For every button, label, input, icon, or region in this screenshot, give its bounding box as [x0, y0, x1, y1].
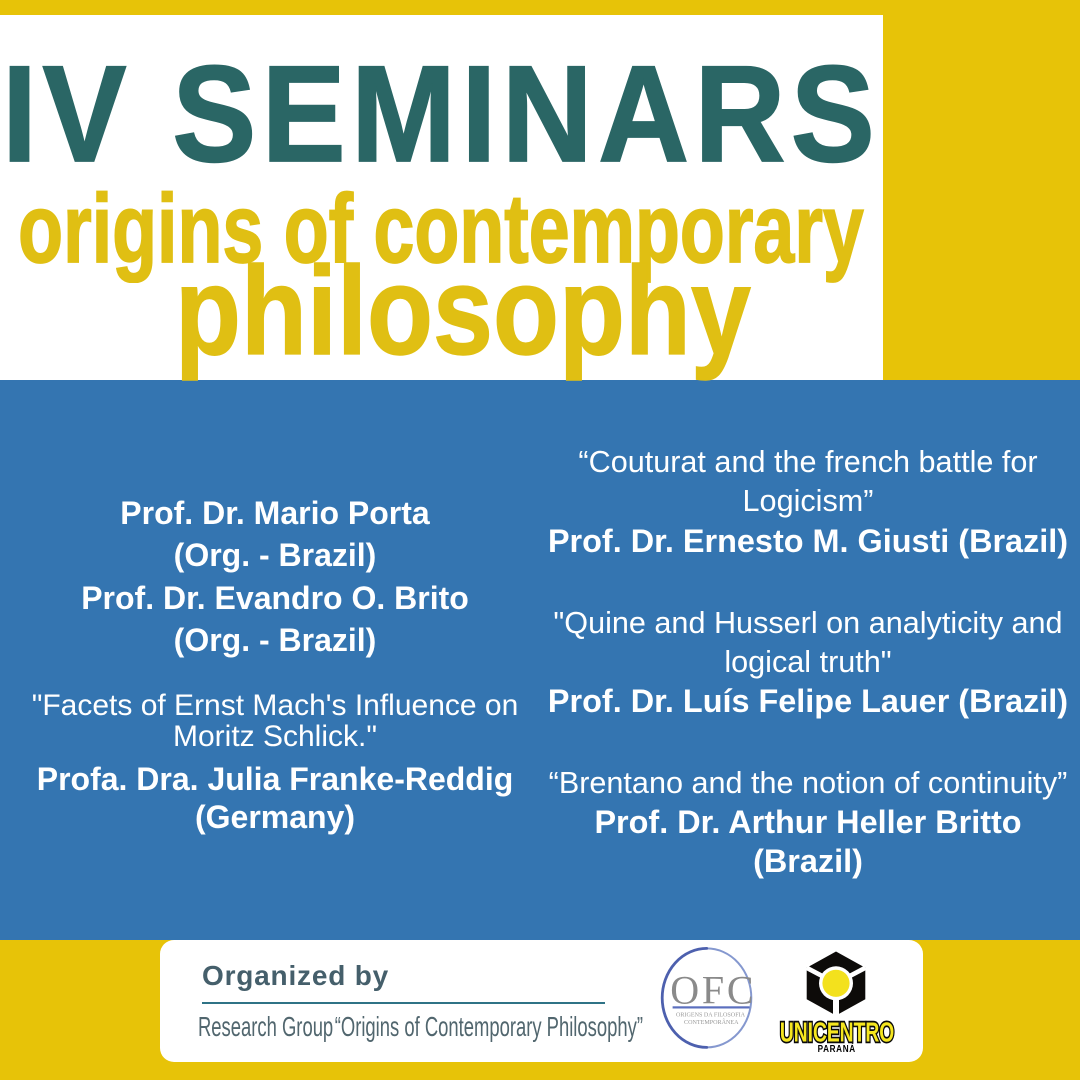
svg-text:PARANÁ: PARANÁ: [818, 1042, 856, 1054]
svg-text:ORIGENS DA FILOSOFIA: ORIGENS DA FILOSOFIA: [676, 1013, 746, 1019]
svg-text:UNICENTRO: UNICENTRO: [780, 1018, 894, 1048]
svg-text:CONTEMPORÂNEA: CONTEMPORÂNEA: [684, 1018, 739, 1026]
svg-text:OFC: OFC: [670, 967, 756, 1012]
svg-text:UNICENTRO: UNICENTRO: [780, 1018, 894, 1048]
